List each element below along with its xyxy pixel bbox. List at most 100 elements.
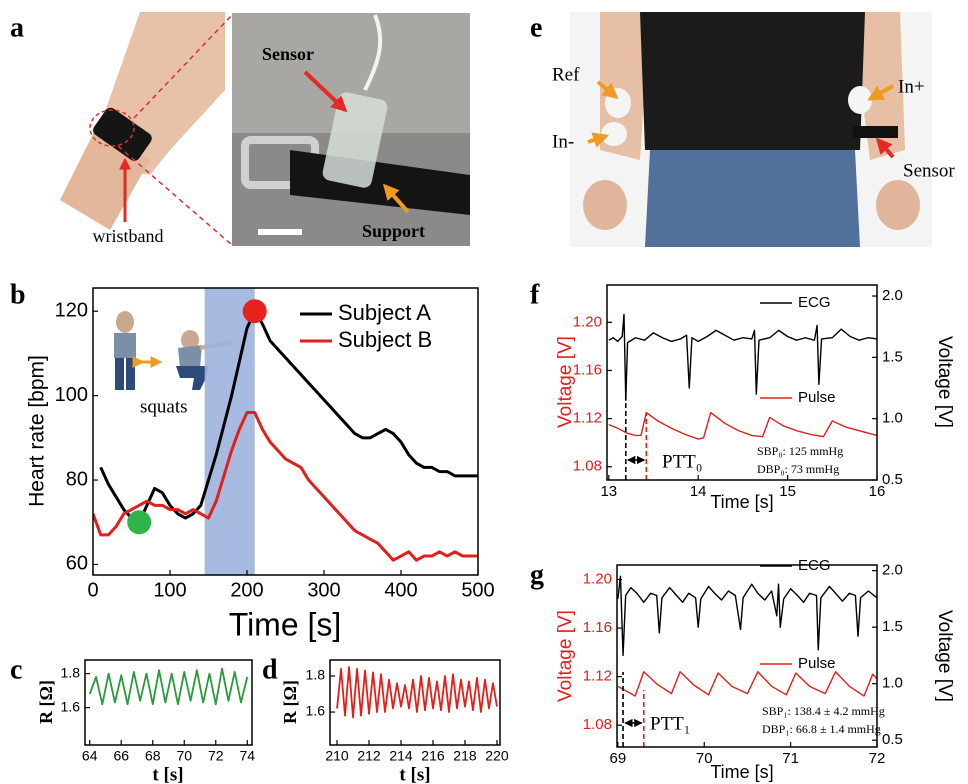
photo-sensor: Sensor Support [232,13,470,246]
x-tick-label: 72 [869,750,886,767]
legend-label: ECG [798,294,831,311]
x-tick-label: 220 [485,748,509,764]
annotation: squats [140,396,188,417]
photo-label: wristband [93,226,164,246]
y2-axis-label: Voltage [V] [934,610,955,702]
y2-tick-label: 2.0 [882,287,903,304]
y2-tick-label: 0.5 [882,471,903,488]
photo-label: Support [362,221,425,241]
x-tick-label: 14 [690,483,707,500]
panel-label: d [262,654,278,685]
x-tick-label: 69 [610,750,627,767]
legend-label: ECG [798,557,831,574]
y-tick-label: 1.6 [306,703,326,719]
y-tick-label: 1.6 [61,698,81,714]
series-line [618,672,877,696]
panel-label: c [10,654,22,685]
photo-wrist: wristband [40,12,232,247]
series-line [90,669,248,705]
x-tick-label: 210 [325,748,349,764]
panel-label: b [10,279,26,310]
x-tick-label: 0 [87,579,98,601]
photo-label: Sensor [903,160,955,181]
series-line [93,413,478,561]
y-axis-label: Voltage [V] [555,336,576,428]
y-tick-label: 120 [55,299,88,321]
x-tick-label: 15 [779,483,796,500]
x-tick-label: 70 [176,748,192,764]
photo-label: In- [552,131,574,152]
x-tick-label: 13 [600,483,617,500]
annotation: DBP₀: 73 mmHg [757,462,839,476]
x-axis-label: Time [s] [710,492,773,512]
legend-label: Pulse [798,389,836,406]
x-axis-label: t [s] [399,764,430,784]
figure: a b c d e f g wristband Sensor Support [0,0,968,784]
panel-label: e [530,12,542,43]
y2-tick-label: 2.0 [882,562,903,579]
annotation: SBP₀: 125 mmHg [757,444,843,458]
series-line [609,413,877,439]
annotation: PTT₀ [662,451,702,472]
x-tick-label: 400 [384,579,417,601]
y-tick-label: 1.12 [583,668,612,685]
series-line [618,576,877,655]
y2-tick-label: 1.0 [882,410,903,427]
y-tick-label: 1.12 [573,410,602,427]
x-tick-label: 64 [82,748,98,764]
y-tick-label: 80 [66,468,88,490]
x-tick-label: 100 [153,579,186,601]
x-tick-label: 68 [145,748,161,764]
y-tick-label: 1.20 [573,313,602,330]
y-tick-label: 1.08 [573,458,602,475]
highlight-point [243,299,267,323]
x-tick-label: 66 [113,748,129,764]
y-tick-label: 1.16 [573,361,602,378]
plot-frame [85,660,252,745]
y-tick-label: 60 [66,553,88,575]
x-tick-label: 72 [208,748,224,764]
annotation: SBP₁: 138.4 ± 4.2 mmHg [762,704,885,718]
y-axis-label: Heart rate [bpm] [26,355,49,507]
x-tick-label: 214 [389,748,413,764]
photo-label: Ref [552,64,580,85]
y-axis-label: R [Ω] [280,680,300,724]
panel-label: g [530,559,544,590]
photo-label: In+ [898,76,925,97]
x-tick-label: 200 [230,579,263,601]
x-axis-label: t [s] [152,764,183,784]
legend-label: Subject A [338,300,431,325]
x-tick-label: 74 [239,748,255,764]
x-tick-label: 218 [453,748,477,764]
legend-label: Pulse [798,655,836,672]
x-tick-label: 212 [357,748,381,764]
panel-label: a [10,12,24,43]
legend-label: Subject B [338,327,432,352]
series-line [609,314,877,400]
x-axis-label: Time [s] [229,606,342,642]
y-tick-label: 1.20 [583,571,612,588]
y-tick-label: 1.16 [583,619,612,636]
photo-body: Ref In- In+ Sensor [552,12,955,247]
y2-axis-label: Voltage [V] [934,336,955,428]
x-tick-label: 71 [782,750,799,767]
x-tick-label: 500 [461,579,494,601]
y-axis-label: Voltage [V] [555,610,576,702]
panel-label: f [530,279,540,310]
y-tick-label: 100 [55,384,88,406]
page: { "panels": ["a", "b", "c", "d", "e", "f… [0,0,968,784]
annotation: DBP₁: 66.8 ± 1.4 mmHg [762,722,881,736]
highlight-point [127,510,151,534]
annotation: PTT₁ [650,713,690,734]
x-axis-label: Time [s] [710,762,773,782]
y2-tick-label: 0.5 [882,731,903,748]
series-line [337,667,497,717]
y-tick-label: 1.08 [583,716,612,733]
y-axis-label: R [Ω] [36,680,56,724]
y2-tick-label: 1.5 [882,618,903,635]
